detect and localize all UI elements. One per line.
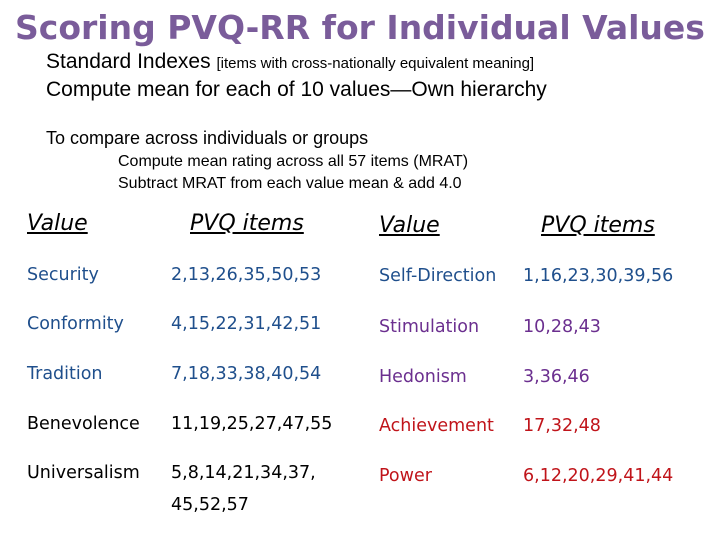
items-power: 6,12,20,29,41,44 xyxy=(523,466,674,486)
items-achievement: 17,32,48 xyxy=(523,416,601,436)
intro-line-compute-mean: Compute mean for each of 10 values—Own h… xyxy=(46,78,547,101)
standard-indexes-text: Standard Indexes xyxy=(46,50,217,73)
items-security: 2,13,26,35,50,53 xyxy=(171,265,322,285)
items-tradition: 7,18,33,38,40,54 xyxy=(171,364,322,384)
intro-line-standard-indexes: Standard Indexes [items with cross-natio… xyxy=(46,50,534,74)
items-conformity: 4,15,22,31,42,51 xyxy=(171,314,322,334)
value-name-stimulation: Stimulation xyxy=(379,317,480,337)
header-value-right: Value xyxy=(379,213,440,238)
value-name-benevolence: Benevolence xyxy=(27,414,140,434)
value-name-security: Security xyxy=(27,265,99,285)
header-items-left: PVQ items xyxy=(190,211,304,236)
value-name-universalism: Universalism xyxy=(27,463,140,483)
intro-line-mrat: Compute mean rating across all 57 items … xyxy=(118,153,469,170)
value-name-conformity: Conformity xyxy=(27,314,124,334)
intro-line-compare: To compare across individuals or groups xyxy=(46,128,369,148)
value-name-self-direction: Self-Direction xyxy=(379,266,497,286)
items-stimulation: 10,28,43 xyxy=(523,317,601,337)
items-benevolence: 11,19,25,27,47,55 xyxy=(171,414,333,434)
header-value-left: Value xyxy=(27,211,88,236)
items-self-direction: 1,16,23,30,39,56 xyxy=(523,266,674,286)
standard-indexes-note: [items with cross-nationally equivalent … xyxy=(216,55,535,72)
value-name-tradition: Tradition xyxy=(27,364,103,384)
items-hedonism: 3,36,46 xyxy=(523,367,590,387)
header-items-right: PVQ items xyxy=(541,213,655,238)
items-universalism: 5,8,14,21,34,37, xyxy=(171,463,316,483)
value-name-achievement: Achievement xyxy=(379,416,494,436)
items-universalism-cont: 45,52,57 xyxy=(171,495,249,515)
value-name-power: Power xyxy=(379,466,432,486)
value-name-hedonism: Hedonism xyxy=(379,367,467,387)
intro-line-subtract: Subtract MRAT from each value mean & add… xyxy=(118,175,462,192)
page-title: Scoring PVQ-RR for Individual Values xyxy=(15,8,705,47)
